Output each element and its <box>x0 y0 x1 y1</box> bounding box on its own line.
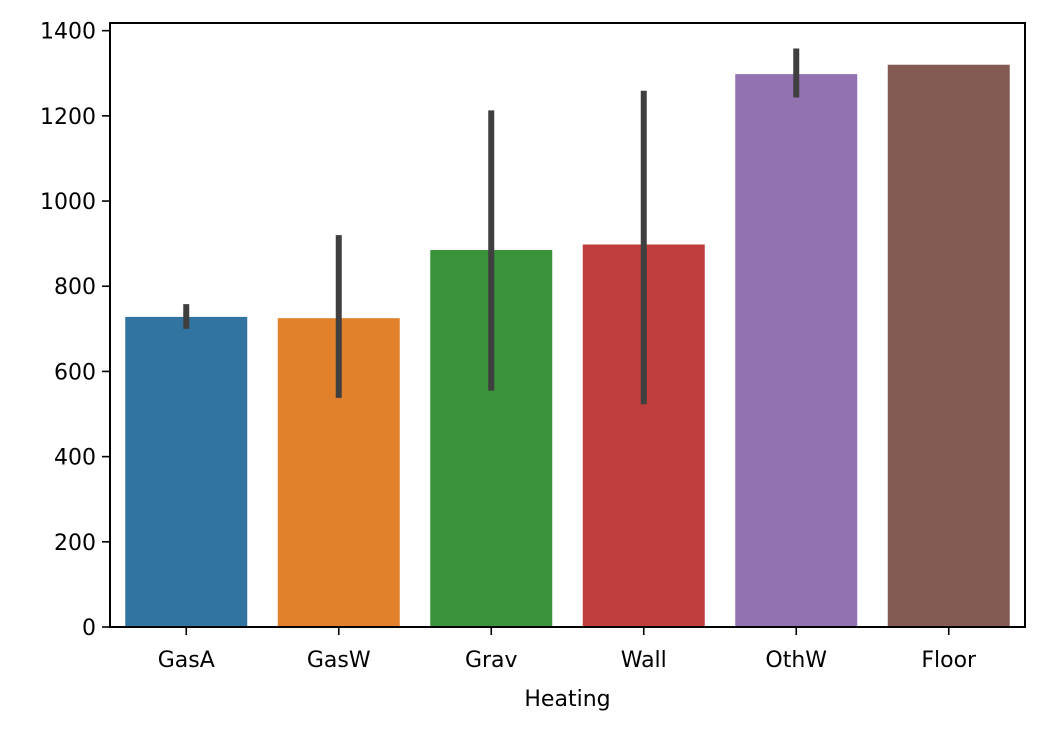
x-axis-title: Heating <box>524 687 610 712</box>
y-axis: 0 200 400 600 800 1000 1200 1400 <box>40 20 110 641</box>
x-tick-label: GasA <box>158 648 215 673</box>
bar-floor <box>887 64 1010 628</box>
y-tick-label: 0 <box>82 616 96 641</box>
y-tick-label: 800 <box>54 275 96 300</box>
x-tick-label: Wall <box>621 648 667 673</box>
bar-gasa <box>125 316 248 627</box>
y-tick-label: 400 <box>54 446 96 471</box>
x-tick-label: GasW <box>307 648 371 673</box>
bars-group <box>125 64 1010 628</box>
x-tick-label: OthW <box>765 648 827 673</box>
error-bars-group <box>183 48 800 405</box>
x-tick-label: Grav <box>465 648 518 673</box>
plot-frame <box>109 22 1026 628</box>
x-tick-label: Floor <box>921 648 977 673</box>
y-tick-label: 1200 <box>40 105 96 130</box>
x-axis: GasA GasW Grav Wall OthW Floor <box>158 627 977 673</box>
y-tick-label: 200 <box>54 531 96 556</box>
y-tick-label: 1400 <box>40 20 96 45</box>
bar-othw <box>735 74 858 627</box>
y-tick-label: 1000 <box>40 190 96 215</box>
y-tick-label: 600 <box>54 360 96 385</box>
